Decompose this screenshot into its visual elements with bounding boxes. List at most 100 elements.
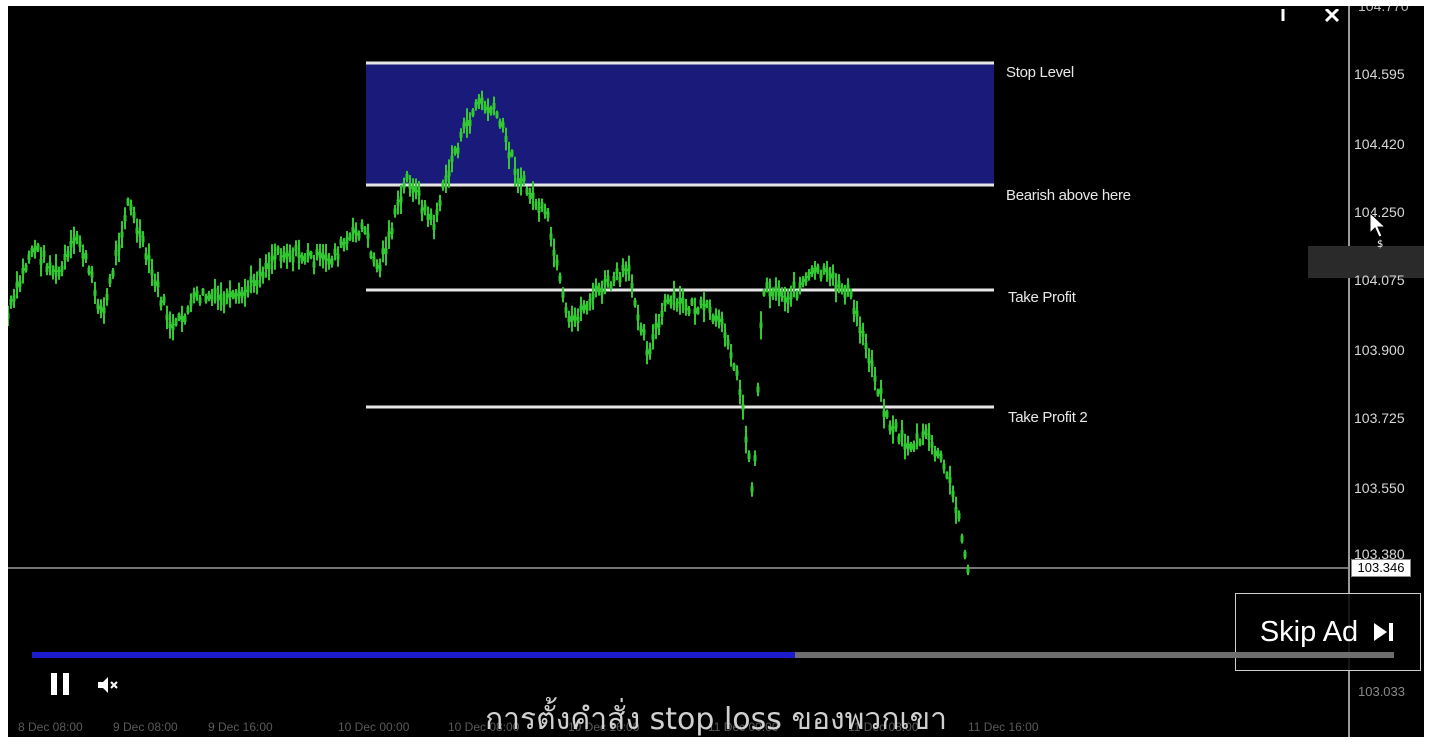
candle-body (276, 247, 280, 254)
candle-body (915, 433, 919, 440)
candle-body (363, 227, 367, 234)
candle-body (951, 490, 955, 497)
take-profit-2-label: Take Profit 2 (1008, 409, 1088, 426)
candle-body (840, 285, 844, 292)
candle-body (357, 232, 361, 239)
candle-body (705, 300, 709, 307)
candle-body (183, 316, 187, 323)
price-axis-line (1348, 6, 1350, 737)
candle-body (729, 352, 733, 359)
price-tick: 103.900 (1354, 342, 1405, 358)
skip-ad-label: Skip Ad (1259, 615, 1359, 648)
candle-body (771, 290, 775, 297)
candle-body (651, 333, 655, 340)
candle-body (555, 259, 559, 266)
candle-body (588, 298, 592, 305)
candle-body (780, 291, 784, 298)
price-tick-bottom: 103.033 (1358, 684, 1405, 699)
candle-body (369, 251, 373, 258)
candle-body (864, 343, 868, 350)
skip-ad-button[interactable]: Skip Ad (1235, 593, 1421, 671)
candle-body (885, 411, 889, 418)
candle-body (591, 293, 595, 300)
candle-body (945, 472, 949, 479)
stop-level-label: Stop Level (1006, 64, 1074, 81)
candle-body (774, 286, 778, 293)
current-price-box: 103.346 (1351, 559, 1411, 577)
candle-body (912, 443, 916, 450)
candle-body (603, 279, 607, 286)
candle-body (81, 252, 85, 259)
candle-body (816, 265, 820, 272)
candle-body (54, 265, 58, 272)
progress-fill (32, 652, 795, 658)
candle-body (396, 199, 400, 206)
candle-body (819, 272, 823, 279)
candle-body (804, 276, 808, 283)
candle-body (204, 295, 208, 302)
candle-body (492, 103, 496, 110)
candle-body (156, 281, 160, 288)
candle-body (540, 202, 544, 209)
candle-body (702, 304, 706, 311)
candle-body (84, 253, 88, 260)
candle-body (528, 192, 532, 199)
candle-body (60, 265, 64, 272)
candle-body (360, 222, 364, 229)
candle-body (408, 182, 412, 189)
candle-body (699, 299, 703, 306)
mute-button[interactable] (96, 674, 122, 696)
candle-body (123, 215, 127, 222)
progress-bar[interactable] (32, 652, 1394, 658)
candle-body (807, 271, 811, 278)
candle-body (852, 307, 856, 314)
price-tick: 104.250 (1354, 204, 1405, 220)
candle-body (153, 279, 157, 286)
candle-body (570, 315, 574, 322)
candle-body (870, 360, 874, 367)
candle-body (762, 289, 766, 296)
candle-body (366, 232, 370, 239)
candle-body (813, 267, 817, 274)
candle-body (612, 275, 616, 282)
candle-body (459, 131, 463, 138)
candle-body (132, 212, 136, 219)
candle-body (606, 275, 610, 282)
candle-body (237, 290, 241, 297)
candle-body (306, 249, 310, 256)
candle-body (621, 264, 625, 271)
candle-body (477, 98, 481, 105)
candle-body (732, 363, 736, 370)
candle-body (36, 244, 40, 251)
candle-body (663, 299, 667, 306)
candle-body (207, 293, 211, 300)
candle-body (12, 295, 16, 302)
candle-body (375, 262, 379, 269)
candle-body (18, 280, 22, 287)
candle-body (177, 313, 181, 320)
candle-body (444, 175, 448, 182)
candle-body (768, 290, 772, 297)
candle-body (849, 290, 853, 297)
candle-body (741, 404, 745, 411)
candle-body (270, 256, 274, 263)
pause-button[interactable] (48, 671, 74, 697)
crosshair-tool-icon[interactable] (1278, 7, 1348, 23)
candle-body (141, 236, 145, 243)
candle-body (942, 463, 946, 470)
candle-body (267, 263, 271, 270)
candle-body (873, 375, 877, 382)
candle-body (867, 357, 871, 364)
candle-body (855, 310, 859, 317)
candle-body (303, 255, 307, 262)
candle-body (927, 434, 931, 441)
candle-body (504, 136, 508, 143)
candle-body (300, 255, 304, 262)
candle-body (339, 239, 343, 246)
candle-body (201, 288, 205, 295)
candle-body (258, 269, 262, 276)
candle-body (138, 230, 142, 237)
candle-body (900, 430, 904, 437)
candle-body (894, 422, 898, 429)
candle-body (795, 292, 799, 299)
